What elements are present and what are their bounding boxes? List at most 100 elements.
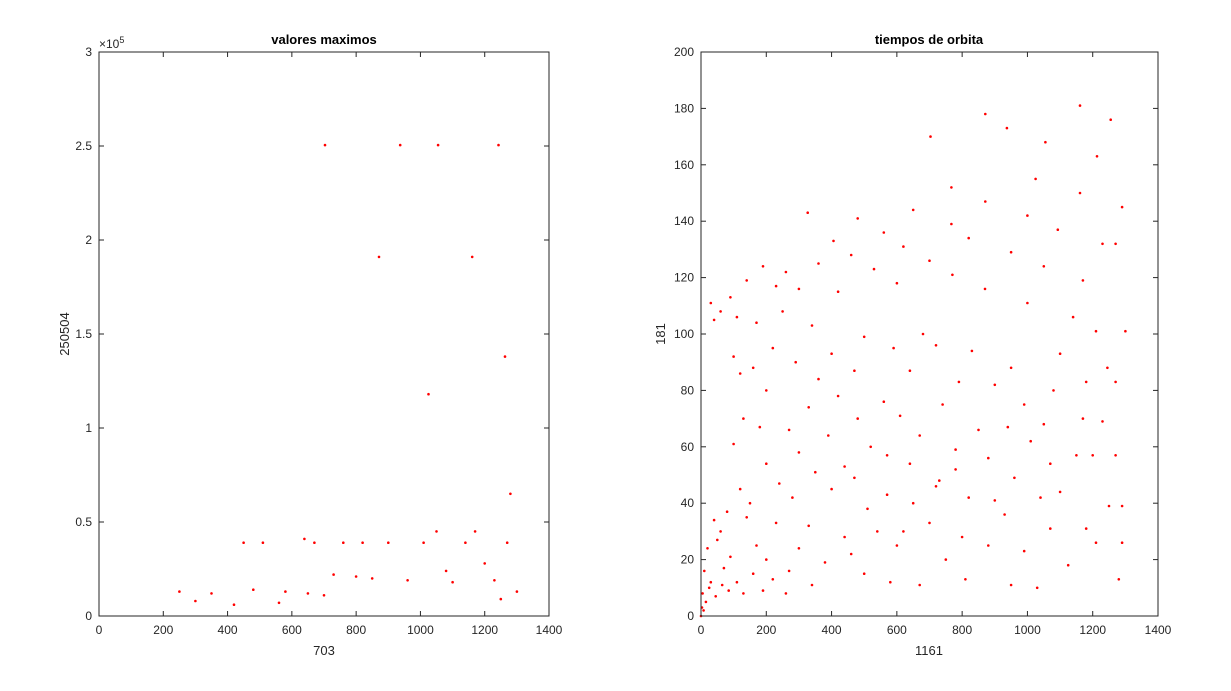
right-data-point bbox=[1022, 549, 1026, 553]
right-data-point bbox=[1120, 541, 1124, 544]
right-data-point bbox=[745, 516, 748, 519]
right-data-point bbox=[1117, 578, 1121, 581]
right-data-point bbox=[771, 346, 775, 350]
left-data-point bbox=[398, 143, 402, 147]
right-data-point bbox=[950, 222, 953, 226]
right-data-point bbox=[929, 135, 932, 138]
left-data-point bbox=[210, 592, 213, 595]
right-data-point bbox=[719, 310, 722, 313]
right-data-point bbox=[1035, 586, 1039, 590]
right-data-point bbox=[895, 281, 899, 285]
left-data-point bbox=[470, 255, 474, 259]
right-data-point bbox=[911, 208, 915, 212]
right-data-point bbox=[732, 355, 735, 358]
right-data-point bbox=[1094, 541, 1098, 544]
right-data-point bbox=[872, 267, 876, 271]
right-axes: tiempos de orbita 0 200 400 600 800 1000 1200 1… bbox=[653, 32, 1172, 658]
right-data-point bbox=[987, 544, 990, 547]
right-data-point bbox=[849, 253, 853, 257]
right-data-point bbox=[781, 310, 784, 313]
right-data-point bbox=[970, 349, 974, 353]
right-data-point bbox=[902, 530, 905, 533]
right-data-point bbox=[856, 417, 859, 420]
right-data-point bbox=[1078, 104, 1082, 107]
right-data-point bbox=[761, 589, 765, 592]
left-data-point bbox=[493, 579, 496, 582]
right-data-point bbox=[1114, 242, 1117, 246]
right-y-ticks: 0 20 40 60 80 100 120 140 160 180 200 bbox=[674, 45, 1158, 623]
right-data-point bbox=[745, 279, 748, 282]
right-data-point bbox=[1058, 490, 1062, 494]
left-x-tick-label: 600 bbox=[282, 623, 302, 637]
right-data-point bbox=[950, 186, 953, 189]
right-data-point bbox=[1084, 527, 1088, 530]
right-x-axis-label: 1161 bbox=[915, 643, 943, 658]
left-data-point bbox=[473, 530, 477, 533]
left-x-tick-label: 800 bbox=[346, 623, 366, 637]
left-data-point bbox=[306, 592, 310, 595]
right-data-point bbox=[862, 335, 866, 339]
right-data-point bbox=[889, 580, 892, 584]
right-data-point bbox=[951, 273, 954, 277]
right-data-point bbox=[702, 609, 705, 612]
left-data-point bbox=[354, 575, 358, 578]
left-data-point bbox=[505, 541, 509, 544]
right-data-point bbox=[977, 428, 980, 432]
right-data-point bbox=[993, 499, 997, 502]
right-data-point bbox=[827, 434, 830, 437]
left-data-point bbox=[406, 579, 409, 582]
right-data-point bbox=[1042, 422, 1046, 426]
right-data-point bbox=[751, 572, 755, 575]
right-data-point bbox=[983, 287, 987, 291]
right-data-point bbox=[1003, 513, 1006, 516]
right-x-tick-label: 1400 bbox=[1145, 623, 1172, 637]
left-points bbox=[178, 143, 519, 606]
left-x-axis-label: 703 bbox=[313, 643, 335, 658]
right-x-tick-label: 600 bbox=[887, 623, 907, 637]
left-data-point bbox=[261, 541, 265, 544]
right-data-point bbox=[729, 555, 732, 559]
right-data-point bbox=[765, 462, 768, 466]
left-data-point bbox=[361, 541, 364, 544]
right-data-point bbox=[823, 561, 827, 564]
right-data-point bbox=[778, 482, 781, 485]
right-data-point bbox=[908, 462, 912, 466]
right-data-point bbox=[725, 510, 729, 513]
right-data-point bbox=[1013, 476, 1016, 480]
right-data-point bbox=[807, 524, 810, 528]
right-data-point bbox=[1022, 403, 1026, 406]
left-data-point bbox=[515, 590, 519, 593]
right-data-point bbox=[709, 580, 713, 584]
left-x-tick-label: 1400 bbox=[536, 623, 563, 637]
right-data-point bbox=[1091, 454, 1094, 457]
right-data-point bbox=[964, 578, 967, 581]
left-data-point bbox=[242, 541, 245, 544]
right-data-point bbox=[1049, 462, 1052, 466]
left-data-point bbox=[427, 392, 430, 396]
left-y-ticks: 0 0.5 1 1.5 2 2.5 3 bbox=[75, 45, 549, 623]
right-data-point bbox=[814, 470, 817, 474]
right-data-point bbox=[836, 394, 840, 398]
left-axes-frame bbox=[98, 51, 550, 617]
right-data-point bbox=[722, 566, 726, 570]
right-data-point bbox=[957, 380, 961, 384]
right-data-point bbox=[830, 352, 833, 356]
right-y-tick-label: 180 bbox=[674, 101, 694, 115]
right-data-point bbox=[984, 112, 987, 116]
right-data-point bbox=[918, 434, 921, 437]
right-data-point bbox=[1081, 279, 1085, 282]
right-data-point bbox=[984, 200, 987, 203]
left-chart-title: valores maximos bbox=[271, 32, 377, 47]
right-data-point bbox=[810, 324, 814, 327]
left-data-point bbox=[303, 537, 306, 541]
right-data-point bbox=[1009, 583, 1013, 587]
right-data-point bbox=[1075, 454, 1078, 457]
right-data-point bbox=[748, 501, 752, 505]
right-y-tick-label: 100 bbox=[674, 327, 694, 341]
left-data-point bbox=[178, 590, 181, 593]
right-data-point bbox=[869, 445, 872, 449]
right-data-point bbox=[876, 530, 879, 533]
left-data-point bbox=[503, 355, 507, 358]
right-data-point bbox=[1124, 329, 1127, 333]
right-data-point bbox=[720, 583, 724, 587]
